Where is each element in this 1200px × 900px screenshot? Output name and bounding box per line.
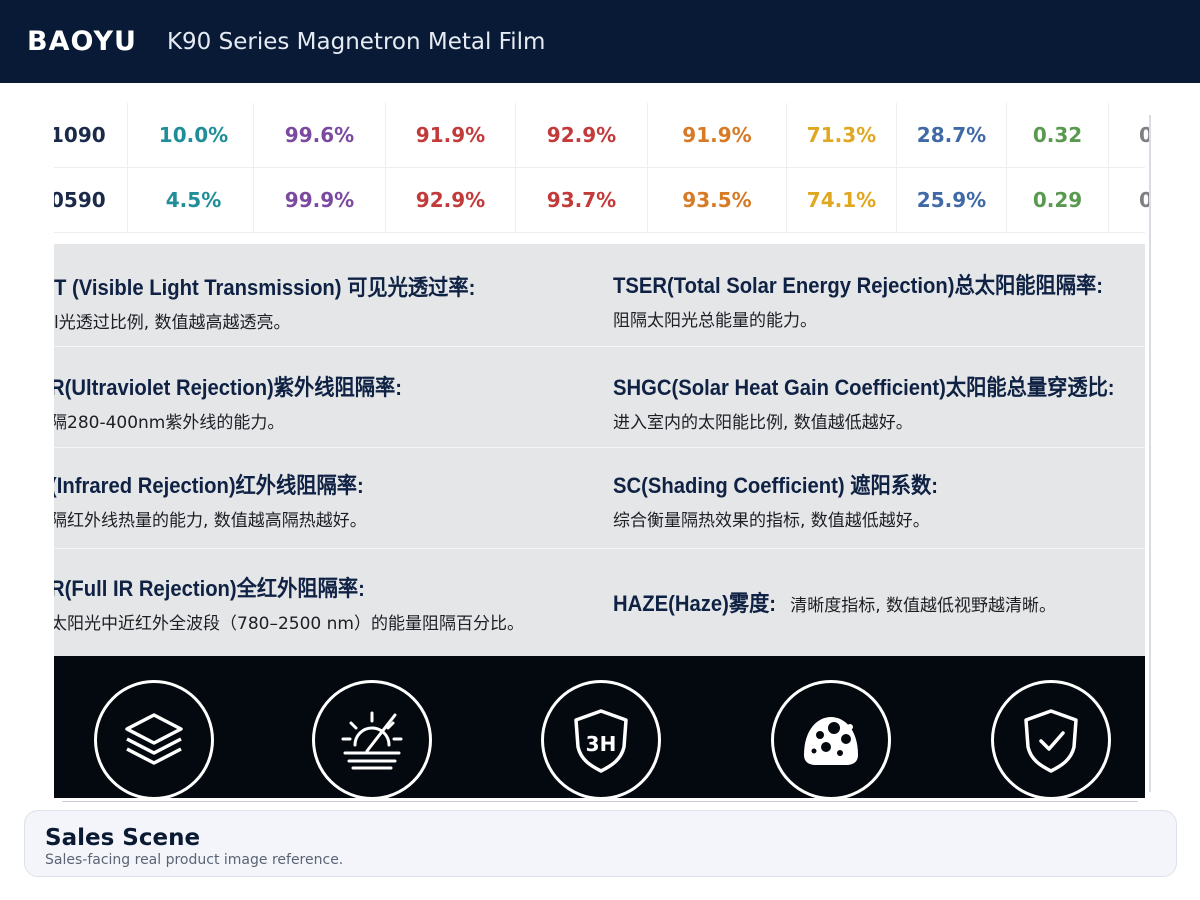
definition-uvr: R(Ultraviolet Rejection)紫外线阻隔率: 隔280-400… <box>54 370 433 433</box>
dirt-stain-icon <box>771 680 891 798</box>
definition-desc: 隔红外线热量的能力, 数值越高隔热越好。 <box>54 511 367 531</box>
definition-title: T (Visible Light Transmission) 可见光透过率: <box>54 275 476 300</box>
value-cell: 93.5% <box>648 168 787 232</box>
value-cell: 0 <box>1139 123 1151 147</box>
value-cell: 4.5% <box>134 168 254 232</box>
value-cell: 92.9% <box>386 168 516 232</box>
value-cell: 10.0% <box>134 103 254 167</box>
definition-title: SC(Shading Coefficient) 遮阳系数: <box>613 473 938 498</box>
definition-haze: HAZE(Haze)雾度: 清晰度指标, 数值越低视野越清晰。 <box>613 586 1056 618</box>
value-cell: 71.3% <box>787 103 897 167</box>
feature-icon-strip: 3H <box>54 656 1145 798</box>
hardness-3h-shield-icon: 3H <box>541 680 661 798</box>
definition-title: R(Ultraviolet Rejection)紫外线阻隔率: <box>54 375 402 400</box>
definition-desc: 阻隔太阳光总能量的能力。 <box>613 311 817 331</box>
value-cell: 0.32 <box>1007 103 1109 167</box>
definition-desc: 清晰度指标, 数值越低视野越清晰。 <box>790 596 1057 616</box>
definition-tser: TSER(Total Solar Energy Rejection)总太阳能阻隔… <box>613 268 1146 331</box>
product-image: 1090 10.0% 99.6% 91.9% 92.9% 91.9% 71.3% 28.7%… <box>54 83 1151 798</box>
page-title: K90 Series Magnetron Metal Film <box>166 28 546 55</box>
table-row: 0590 4.5% 99.9% 92.9% 93.7% 93.5% 74.1% 25.9% 0… <box>54 168 1151 233</box>
definition-irr: (Infrared Rejection)红外线阻隔率: 隔红外线热量的能力, 数… <box>54 468 391 531</box>
definition-desc: 进入室内的太阳能比例, 数值越低越好。 <box>613 413 913 433</box>
caption-title: Sales Scene <box>45 825 201 851</box>
definition-desc: 隔280-400nm紫外线的能力。 <box>54 413 285 433</box>
caption-card: Sales Scene Sales-facing real product im… <box>24 810 1177 877</box>
model-cell: 0590 <box>54 168 128 232</box>
value-cell: 99.6% <box>254 103 386 167</box>
definition-desc: 综合衡量隔热效果的指标, 数值越低越好。 <box>613 511 930 531</box>
divider <box>54 548 1145 549</box>
value-cell: 93.7% <box>516 168 648 232</box>
svg-text:3H: 3H <box>586 732 617 756</box>
definition-title: SHGC(Solar Heat Gain Coefficient)太阳能总量穿透… <box>613 375 1115 400</box>
model-cell: 1090 <box>54 103 128 167</box>
value-cell: 92.9% <box>516 103 648 167</box>
definition-title: TSER(Total Solar Energy Rejection)总太阳能阻隔… <box>613 273 1103 298</box>
divider <box>54 346 1145 347</box>
definition-vlt: T (Visible Light Transmission) 可见光透过率: l… <box>54 270 512 333</box>
table-row: 1090 10.0% 99.6% 91.9% 92.9% 91.9% 71.3% 28.7%… <box>54 103 1151 168</box>
definition-sc: SC(Shading Coefficient) 遮阳系数: 综合衡量隔热效果的指… <box>613 468 966 531</box>
value-cell: 74.1% <box>787 168 897 232</box>
layers-icon <box>94 680 214 798</box>
shield-check-icon <box>991 680 1111 798</box>
definitions-panel: T (Visible Light Transmission) 可见光透过率: l… <box>54 244 1145 656</box>
value-cell: 25.9% <box>897 168 1007 232</box>
sun-heat-icon <box>312 680 432 798</box>
value-cell: 0 <box>1139 188 1151 212</box>
app-header: BAOYU K90 Series Magnetron Metal Film <box>0 0 1200 83</box>
definition-title: R(Full IR Rejection)全红外阻隔率: <box>54 576 365 601</box>
image-edge <box>62 801 1138 802</box>
definition-desc: 太阳光中近红外全波段（780–2500 nm）的能量阻隔百分比。 <box>54 614 524 634</box>
image-edge <box>1149 115 1151 792</box>
spec-table: 1090 10.0% 99.6% 91.9% 92.9% 91.9% 71.3% 28.7%… <box>54 103 1151 233</box>
definition-title: (Infrared Rejection)红外线阻隔率: <box>54 473 364 498</box>
value-cell: 28.7% <box>897 103 1007 167</box>
divider <box>54 447 1145 448</box>
definition-title: HAZE(Haze)雾度: <box>613 591 777 616</box>
value-cell: 91.9% <box>386 103 516 167</box>
value-cell: 99.9% <box>254 168 386 232</box>
caption-desc: Sales-facing real product image referenc… <box>45 852 344 868</box>
value-cell: 91.9% <box>648 103 787 167</box>
definition-firr: R(Full IR Rejection)全红外阻隔率: 太阳光中近红外全波段（7… <box>54 571 524 634</box>
value-cell: 0.29 <box>1007 168 1109 232</box>
brand-logo-text: BAOYU <box>27 26 137 57</box>
definition-shgc: SHGC(Solar Heat Gain Coefficient)太阳能总量穿透… <box>613 370 1151 433</box>
definition-desc: l光透过比例, 数值越高越透亮。 <box>54 313 291 333</box>
